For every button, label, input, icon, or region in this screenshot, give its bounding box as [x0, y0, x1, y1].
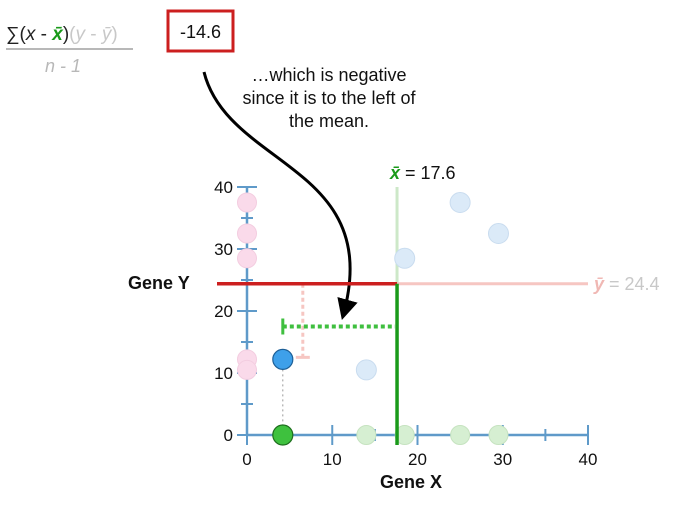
formula-minus-2: - [85, 24, 102, 45]
x-axis-title: Gene X [380, 472, 442, 492]
annotation-line-3: the mean. [289, 111, 369, 131]
y-tick-label: 20 [214, 302, 233, 321]
x-tick-label: 10 [323, 450, 342, 469]
formula-y: y [74, 24, 87, 45]
x-projection-dot [356, 425, 377, 445]
x-projection-dot [488, 425, 509, 445]
x-projection-dot [394, 425, 415, 445]
y-projection-dot [237, 359, 257, 380]
covariance-formula: ∑(x - x̄)(y - ȳ) n - 1 [6, 24, 133, 76]
x-tick-label: 0 [242, 450, 251, 469]
formula-minus: - [35, 24, 52, 45]
mean-lines [395, 187, 588, 286]
y-tick-label: 40 [214, 178, 233, 197]
sum-symbol: ∑ [6, 24, 20, 45]
x-tick-label: 20 [408, 450, 427, 469]
x-projection-highlighted [272, 424, 294, 446]
data-point-faded [355, 359, 377, 381]
formula-open-paren: ( [20, 24, 27, 45]
y-projection-dot [237, 248, 257, 269]
y-tick-label: 30 [214, 240, 233, 259]
y-mean-symbol: ȳ [593, 274, 605, 294]
formula-x: x [25, 24, 37, 45]
result-box: -14.6 [166, 9, 235, 53]
formula-denominator: n - 1 [45, 56, 81, 76]
x-tick-label: 40 [579, 450, 598, 469]
formula-y-bar: ȳ [100, 24, 113, 45]
y-tick-label: 10 [214, 364, 233, 383]
y-projection-dot [237, 192, 257, 213]
deviation-guides [217, 281, 399, 445]
projections [237, 192, 509, 445]
y-mean-value: = 24.4 [604, 274, 660, 294]
axes: 0 10 20 30 40 0 10 20 30 40 [214, 178, 597, 469]
x-mean-value: = 17.6 [400, 163, 456, 183]
data-points [272, 192, 509, 446]
y-projection-dot [237, 223, 257, 244]
data-point-faded [487, 223, 509, 244]
data-point-faded [394, 247, 416, 269]
x-tick-label: 30 [493, 450, 512, 469]
result-value: -14.6 [180, 22, 221, 42]
formula-close-paren-2: ) [111, 24, 117, 45]
annotation: …which is negative since it is to the le… [242, 65, 416, 131]
data-point-faded [449, 192, 471, 213]
formula-open-paren-2: ( [69, 24, 76, 45]
annotation-line-2: since it is to the left of [242, 88, 416, 108]
svg-text:∑(x - x̄)(y - ȳ): ∑(x - x̄)(y - ȳ) [6, 24, 118, 45]
annotation-line-1: …which is negative [251, 65, 406, 85]
formula-x-bar: x̄ [51, 24, 64, 45]
annotation-arrow [202, 71, 358, 321]
data-point-highlighted [272, 348, 294, 370]
y-axis-title: Gene Y [128, 273, 190, 293]
x-mean-label: x̄ = 17.6 [389, 163, 456, 183]
x-projection-dot [450, 425, 471, 445]
y-mean-label: ȳ = 24.4 [593, 274, 660, 294]
x-mean-symbol: x̄ [389, 163, 401, 183]
y-tick-label: 0 [224, 426, 233, 445]
formula-close-paren: ) [63, 24, 69, 45]
